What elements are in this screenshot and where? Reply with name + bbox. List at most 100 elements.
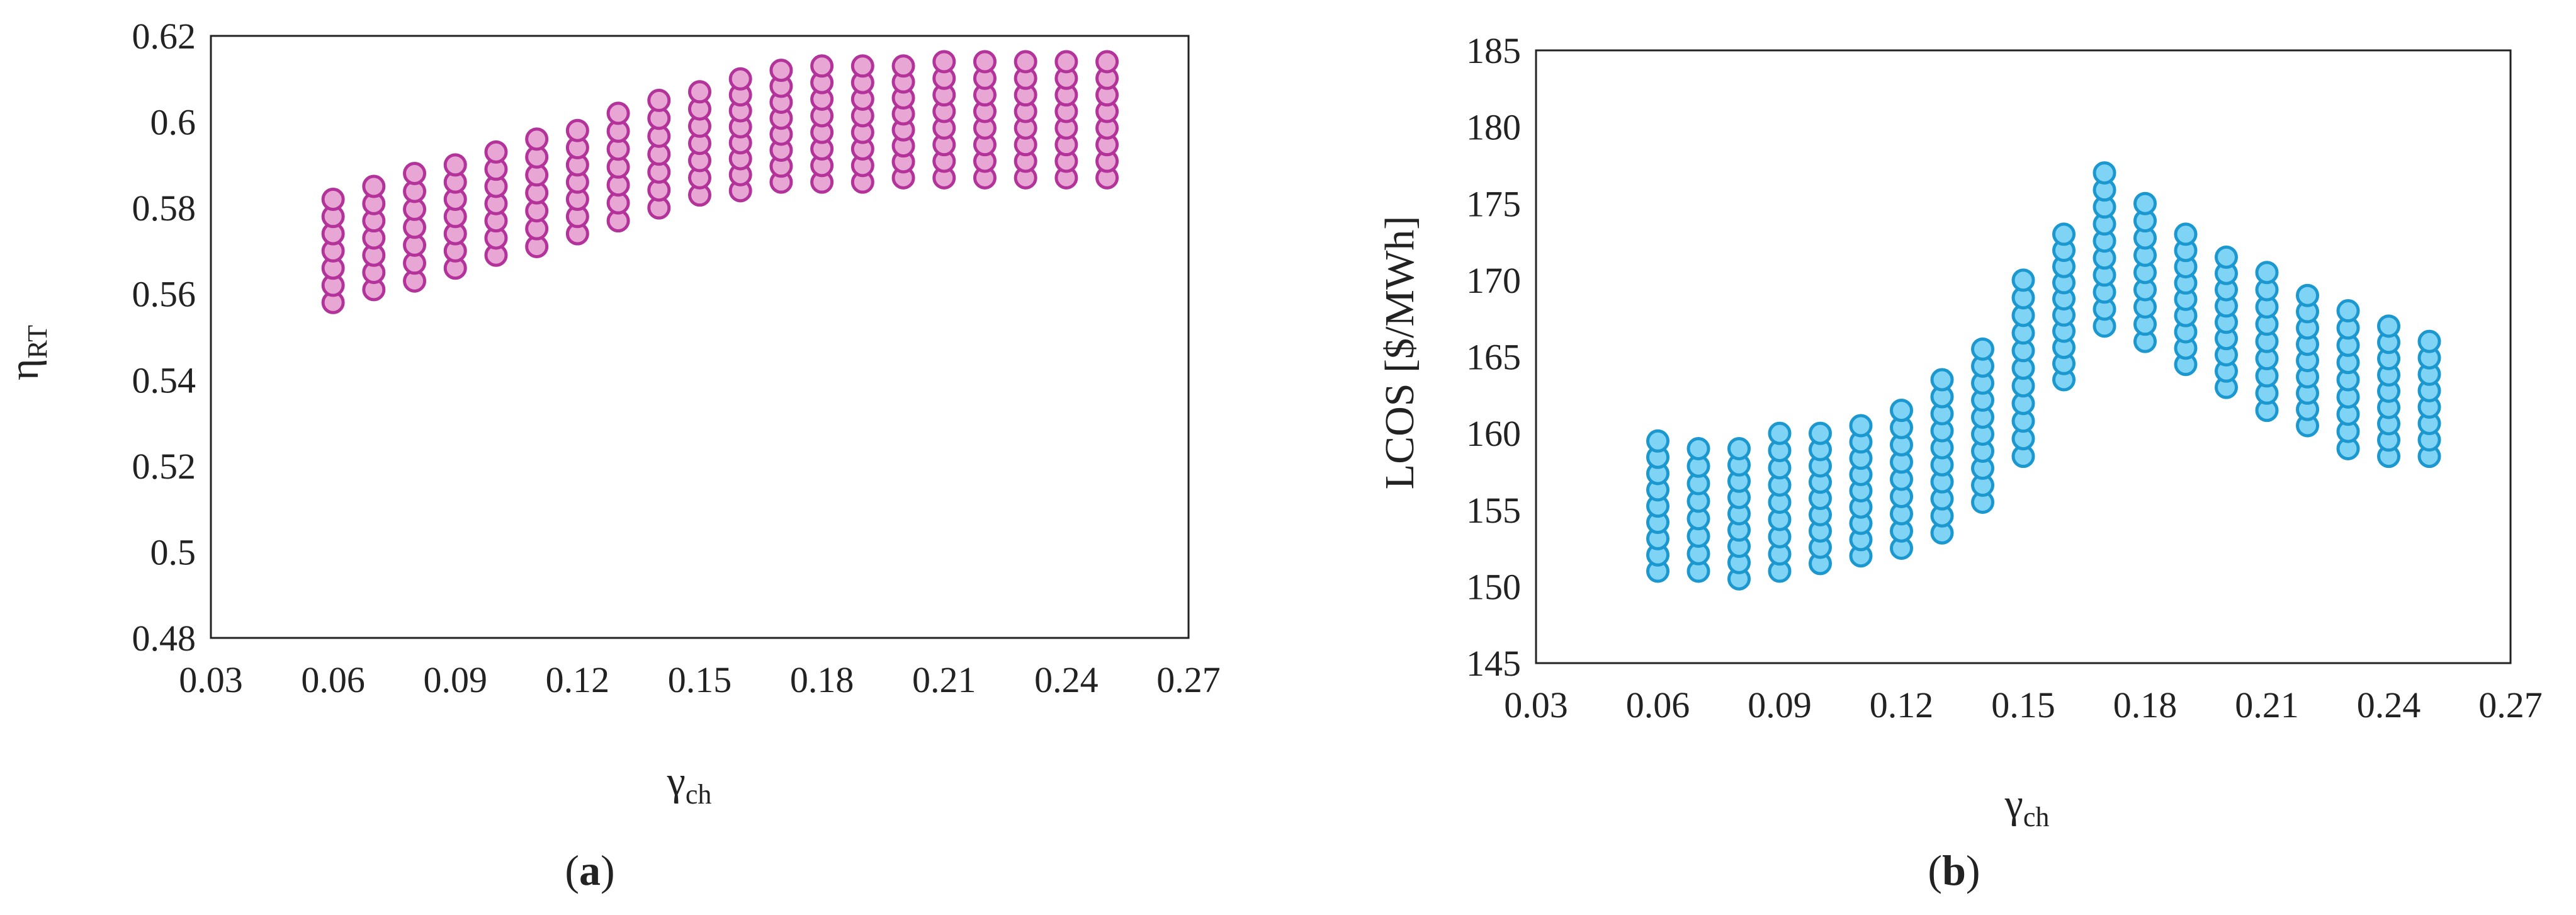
- data-point: [1809, 421, 1832, 445]
- panel-label-b: (b): [1928, 846, 1980, 894]
- data-point: [2336, 299, 2360, 323]
- panel-label-a-close: ): [601, 846, 615, 894]
- data-point: [769, 59, 793, 82]
- x-tick-label: 0.12: [546, 659, 610, 700]
- panel-label-b-close: ): [1966, 846, 1980, 894]
- panel-label-b-open: (: [1928, 846, 1942, 894]
- x-tick-label: 0.18: [2113, 685, 2178, 725]
- y-axis-title-a-sub: RT: [22, 325, 53, 359]
- plot-frame-b: [1535, 49, 2512, 664]
- y-tick-label: 0.6: [150, 102, 196, 143]
- data-point: [443, 153, 467, 177]
- data-point: [565, 118, 589, 142]
- x-tick-label: 0.12: [1870, 685, 1934, 725]
- y-axis-title-a: ηRT: [1, 325, 53, 380]
- data-point: [2215, 245, 2238, 269]
- y-tick-label: 180: [1466, 107, 1521, 148]
- y-tick-label: 0.52: [132, 446, 196, 487]
- x-axis-title-b: γch: [2004, 781, 2050, 833]
- data-point: [2417, 329, 2441, 353]
- data-point: [2174, 222, 2198, 246]
- data-point: [1971, 337, 1994, 361]
- x-tick-label: 0.24: [1034, 659, 1099, 700]
- y-tick-labels-b: 145 150 155 160 165 170 175 180 185: [1466, 30, 1521, 684]
- data-point: [932, 50, 956, 74]
- y-tick-label: 170: [1466, 260, 1521, 301]
- data-point: [2011, 268, 2035, 292]
- x-tick-label: 0.21: [912, 659, 976, 700]
- y-tick-label: 165: [1466, 337, 1521, 378]
- y-tick-label: 0.62: [132, 16, 196, 57]
- y-tick-label: 0.56: [132, 274, 196, 315]
- x-tick-label: 0.15: [668, 659, 732, 700]
- x-tick-label: 0.03: [179, 659, 243, 700]
- y-tick-label: 145: [1466, 643, 1521, 684]
- y-tick-label: 160: [1466, 413, 1521, 454]
- y-tick-label: 175: [1466, 183, 1521, 224]
- chart-panel-a: 0.480.50.520.540.560.580.60.62 0.03 0.06 0…: [1, 16, 1221, 894]
- data-point: [1890, 399, 1913, 423]
- data-point: [525, 127, 549, 151]
- data-point: [2133, 191, 2157, 215]
- x-tick-label: 0.24: [2357, 685, 2421, 725]
- y-tick-label: 0.58: [132, 188, 196, 229]
- chart-panel-b: 145 150 155 160 165 170 175 180 185 0.03 0.06 0.09…: [1377, 30, 2543, 894]
- x-tick-label: 0.27: [1156, 659, 1221, 700]
- y-axis-title-b-base: LCOS [$/MWh]: [1377, 216, 1423, 489]
- y-tick-label: 0.54: [132, 360, 196, 401]
- x-tick-label: 0.18: [790, 659, 854, 700]
- data-point: [606, 101, 630, 125]
- data-point: [973, 50, 997, 74]
- panel-label-a-open: (: [565, 846, 579, 894]
- data-point: [728, 67, 752, 91]
- x-axis-title-a-sub: ch: [686, 779, 712, 810]
- y-axis-title-b: LCOS [$/MWh]: [1377, 216, 1423, 489]
- data-point: [1686, 436, 1710, 460]
- panel-label-a-letter: a: [579, 846, 601, 894]
- data-point: [1054, 50, 1078, 74]
- x-axis-title-a: γch: [667, 758, 712, 810]
- x-tick-label: 0.27: [2478, 685, 2543, 725]
- y-tick-label: 0.48: [132, 618, 196, 659]
- data-point: [2296, 283, 2319, 307]
- data-point: [484, 140, 508, 164]
- y-tick-label: 155: [1466, 490, 1521, 531]
- x-tick-label: 0.03: [1504, 685, 1568, 725]
- data-point: [2255, 261, 2279, 285]
- x-tick-label: 0.06: [1626, 685, 1690, 725]
- x-axis-title-b-sub: ch: [2023, 802, 2050, 833]
- data-point: [362, 174, 386, 198]
- data-point: [850, 54, 874, 78]
- data-point: [1768, 421, 1792, 445]
- data-point: [1930, 368, 1954, 392]
- plot-frame-a: [210, 35, 1190, 639]
- data-point: [321, 187, 345, 211]
- data-point: [2052, 222, 2076, 246]
- data-point: [1727, 436, 1751, 460]
- data-point: [1095, 50, 1119, 74]
- data-points-a: [321, 50, 1119, 314]
- x-tick-label: 0.06: [301, 659, 365, 700]
- data-point: [1849, 414, 1873, 438]
- data-point: [688, 80, 711, 104]
- y-tick-label: 0.5: [150, 531, 196, 572]
- x-tick-labels-b: 0.03 0.06 0.09 0.12 0.15 0.18 0.21 0.24 0.27: [1504, 685, 2543, 725]
- panel-label-b-letter: b: [1942, 846, 1966, 894]
- x-tick-label: 0.15: [1991, 685, 2055, 725]
- data-point: [2093, 161, 2116, 185]
- x-tick-labels-a: 0.03 0.06 0.09 0.12 0.15 0.18 0.21 0.24 0.27: [179, 659, 1221, 700]
- data-point: [1646, 429, 1669, 453]
- x-tick-label: 0.09: [424, 659, 488, 700]
- data-point: [403, 162, 427, 186]
- data-point: [810, 54, 834, 78]
- data-point: [1014, 50, 1037, 74]
- y-tick-label: 185: [1466, 30, 1521, 71]
- y-tick-label: 150: [1466, 566, 1521, 607]
- x-tick-label: 0.09: [1748, 685, 1812, 725]
- data-point: [891, 54, 915, 78]
- y-tick-labels-a: 0.48 0.5 0.52 0.54 0.56 0.58 0.6 0.62: [132, 16, 196, 659]
- data-points-b: [1646, 161, 2441, 591]
- x-axis-title-a-base: γ: [667, 758, 686, 804]
- x-tick-label: 0.21: [2235, 685, 2299, 725]
